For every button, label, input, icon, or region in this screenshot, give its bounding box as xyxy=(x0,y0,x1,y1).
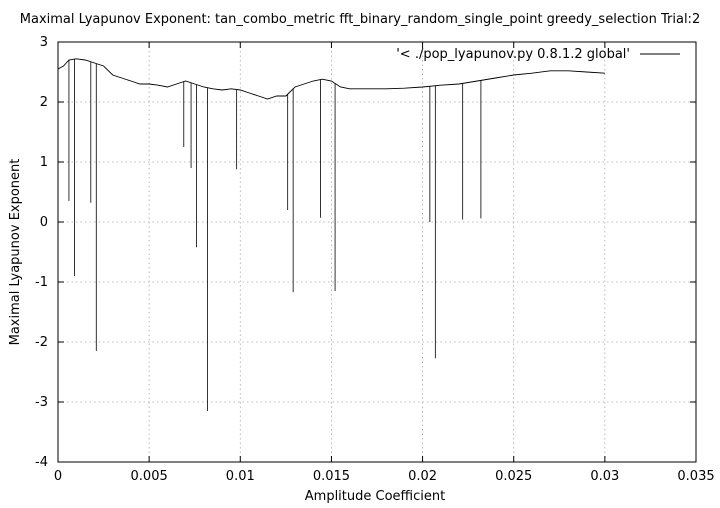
y-tick-label: 3 xyxy=(40,35,48,50)
y-tick-label: -1 xyxy=(35,275,48,290)
y-tick-label: 0 xyxy=(40,215,48,230)
spike-lines xyxy=(68,59,482,411)
chart-title: Maximal Lyapunov Exponent: tan_combo_met… xyxy=(20,12,700,27)
plot-frame xyxy=(57,41,697,463)
y-tick-label: -2 xyxy=(35,335,48,350)
x-tick-label: 0.035 xyxy=(677,469,714,484)
y-axis-label: Maximal Lyapunov Exponent xyxy=(8,159,23,346)
x-tick-label: 0.01 xyxy=(226,469,255,484)
x-tick-label: 0.015 xyxy=(313,469,350,484)
y-axis-ticks: 3 2 1 0 -1 -2 -3 -4 xyxy=(35,35,696,470)
legend-label: '< ./pop_lyapunov.py 0.8.1.2 global' xyxy=(396,47,630,62)
grid-lines xyxy=(58,42,696,462)
series-line xyxy=(57,58,605,100)
x-tick-label: 0 xyxy=(54,469,62,484)
y-tick-label: 1 xyxy=(40,155,48,170)
x-axis-label: Amplitude Coefficient xyxy=(305,489,445,504)
legend: '< ./pop_lyapunov.py 0.8.1.2 global' xyxy=(396,47,680,62)
y-tick-label: -3 xyxy=(35,395,48,410)
x-tick-label: 0.03 xyxy=(590,469,619,484)
y-tick-label: -4 xyxy=(35,455,48,470)
x-tick-label: 0.025 xyxy=(495,469,532,484)
x-tick-label: 0.005 xyxy=(131,469,168,484)
x-tick-label: 0.02 xyxy=(408,469,437,484)
y-tick-label: 2 xyxy=(40,95,48,110)
x-axis-ticks: 0 0.005 0.01 0.015 0.02 0.025 0.03 0.035 xyxy=(54,42,715,484)
